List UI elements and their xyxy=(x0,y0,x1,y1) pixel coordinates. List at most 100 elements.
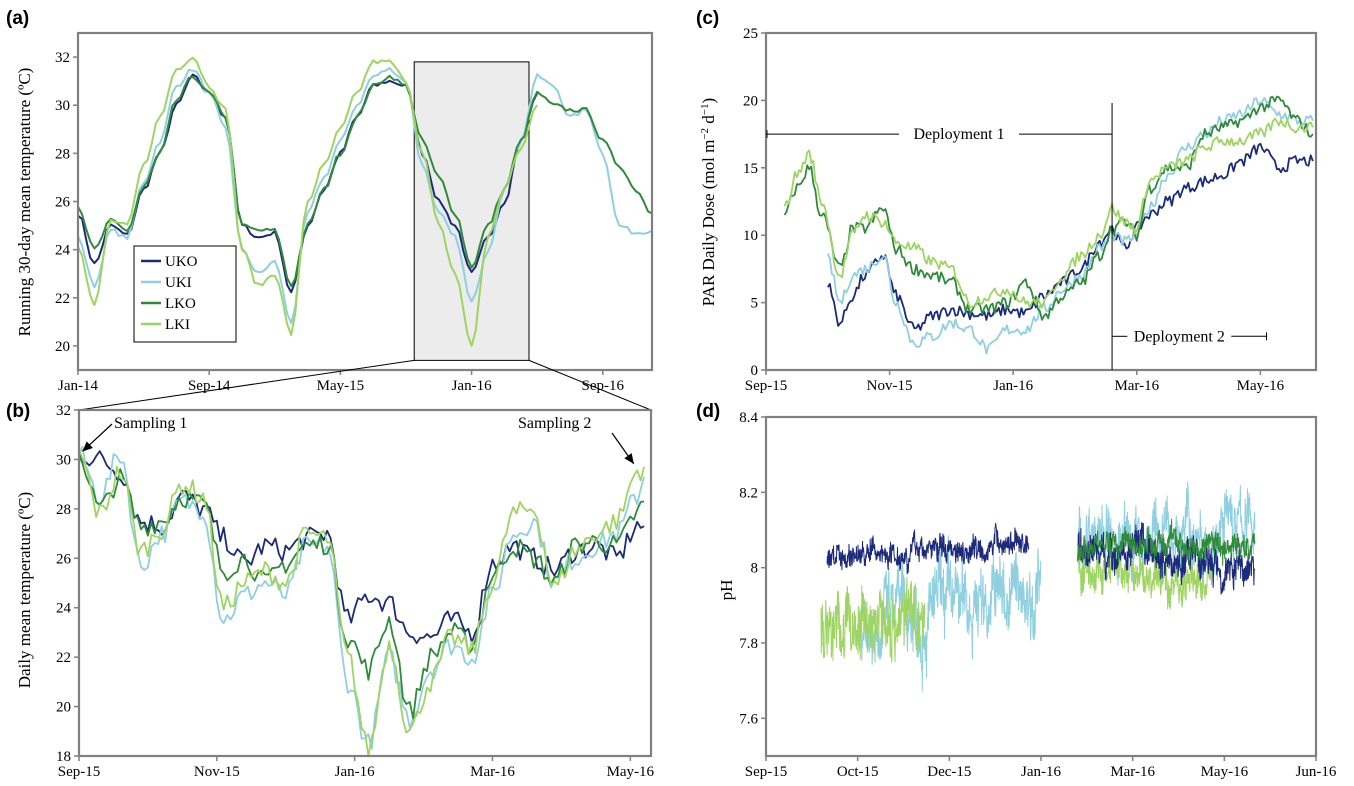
y-tick-label: 15 xyxy=(743,161,758,177)
y-tick-label: 8.2 xyxy=(739,485,758,501)
panel-a-y-ticks: 20 22 24 26 28 30 32 xyxy=(55,50,78,355)
x-tick-label: Jun-16 xyxy=(1296,764,1337,780)
y-tick-label: 20 xyxy=(56,700,71,716)
series-line-uki xyxy=(78,445,645,750)
x-tick-label: Mar-16 xyxy=(1110,764,1155,780)
panel-b-x-ticks: Sep-15 Nov-15 Jan-16 Mar-16 May-16 xyxy=(58,756,655,780)
panel-a-x-ticks: Jan-14 Sep-14 May-15 Jan-16 Sep-16 xyxy=(58,370,625,394)
panel-c-y-ticks: 0 5 10 15 20 25 xyxy=(743,26,766,379)
x-tick-label: Nov-15 xyxy=(194,764,240,780)
panel-c-plot-frame xyxy=(764,31,1318,372)
x-tick-label: Mar-16 xyxy=(470,764,515,780)
sampling-1-arrowhead xyxy=(82,441,93,452)
panel-d-y-axis-label: pH xyxy=(717,580,736,601)
series-trace-uko xyxy=(826,523,1030,575)
y-tick-label: 10 xyxy=(743,228,758,244)
y-tick-label: 30 xyxy=(56,452,71,468)
panel-b-label: (b) xyxy=(6,401,30,422)
series-line-lko xyxy=(783,95,1314,321)
x-tick-label: Sep-15 xyxy=(745,378,788,394)
x-tick-label: Dec-15 xyxy=(927,764,971,780)
panel-c-ylabel-part1: PAR Daily Dose (mol m xyxy=(699,140,718,307)
legend-label-uki: UKI xyxy=(165,275,192,291)
panel-c-ylabel-sup1: −2 xyxy=(699,128,711,140)
series-line-uki xyxy=(826,97,1314,355)
x-tick-label: May-15 xyxy=(317,378,365,394)
panel-a-label: (a) xyxy=(6,8,29,29)
panel-b: (b) 18 20 22 24 26 28 30 32 Sep-15 Nov-15 Jan-16 M… xyxy=(6,401,655,780)
y-tick-label: 32 xyxy=(56,403,71,419)
panel-c-ylabel-sup2: −1 xyxy=(699,103,711,115)
y-tick-label: 30 xyxy=(55,98,70,114)
x-tick-label: Sep-16 xyxy=(582,378,625,394)
y-tick-label: 0 xyxy=(751,363,759,379)
panel-c-ylabel-end: ) xyxy=(699,98,718,104)
panel-c: (c) 0 5 10 15 20 25 Sep-15 Nov-15 Jan-16 Mar-16 M… xyxy=(696,8,1318,394)
zoom-connector-right xyxy=(528,359,652,411)
x-tick-label: May-16 xyxy=(1237,378,1285,394)
panel-d-label: (d) xyxy=(696,401,720,422)
series-line-lki xyxy=(783,117,1314,309)
panel-c-label: (c) xyxy=(696,8,719,29)
series-trace-lko xyxy=(1077,518,1256,566)
x-tick-label: Sep-15 xyxy=(58,764,101,780)
y-tick-label: 24 xyxy=(56,601,72,617)
deployment-2-label: Deployment 2 xyxy=(1134,328,1225,345)
panel-b-plot-frame xyxy=(77,408,653,758)
y-tick-label: 28 xyxy=(56,502,71,518)
panel-d: (d) 7.6 7.8 8 8.2 8.4 Sep-15 Oct-15 Dec-15 Jan-… xyxy=(696,401,1337,780)
panel-b-y-axis-label: Daily mean temperature (ºC) xyxy=(15,492,34,688)
series-line-lki xyxy=(78,449,645,758)
series-trace-lki xyxy=(1077,545,1213,610)
series-line-lko xyxy=(78,455,645,720)
y-tick-label: 22 xyxy=(56,650,71,666)
panel-d-y-ticks: 7.6 7.8 8 8.2 8.4 xyxy=(739,410,766,727)
y-tick-label: 26 xyxy=(55,195,71,211)
x-tick-label: Oct-15 xyxy=(837,764,879,780)
legend-label-lki: LKI xyxy=(165,317,190,333)
x-tick-label: May-16 xyxy=(607,764,655,780)
y-tick-label: 25 xyxy=(743,26,758,42)
y-tick-label: 28 xyxy=(55,146,70,162)
x-tick-label: Jan-16 xyxy=(993,378,1033,394)
series-line-lko xyxy=(77,74,653,288)
panel-d-x-ticks: Sep-15 Oct-15 Dec-15 Jan-16 Mar-16 May-16 Jun-… xyxy=(745,756,1337,780)
series-line-uki xyxy=(77,67,653,325)
series-trace-lki xyxy=(820,577,926,663)
series-trace-uko xyxy=(1077,522,1256,595)
sampling-2-label: Sampling 2 xyxy=(518,415,591,432)
x-tick-label: Jan-16 xyxy=(335,764,375,780)
y-tick-label: 7.6 xyxy=(739,711,758,727)
panel-c-y-axis-label: PAR Daily Dose (mol m−2 d−1) xyxy=(699,98,718,306)
y-tick-label: 24 xyxy=(55,243,71,259)
x-tick-label: Sep-15 xyxy=(745,764,788,780)
y-tick-label: 8 xyxy=(751,561,759,577)
panel-b-y-ticks: 18 20 22 24 26 28 30 32 xyxy=(56,403,79,765)
series-line-uko xyxy=(78,450,645,645)
x-tick-label: Jan-16 xyxy=(452,378,492,394)
sampling-1-label: Sampling 1 xyxy=(114,415,187,432)
series-line-uko xyxy=(827,142,1314,331)
deployment-1-label: Deployment 1 xyxy=(913,126,1004,143)
series-line-lki xyxy=(77,56,539,347)
legend-label-lko: LKO xyxy=(165,296,196,312)
x-tick-label: Jan-16 xyxy=(1021,764,1061,780)
panel-b-series xyxy=(78,445,645,758)
panel-a-series xyxy=(77,56,653,347)
panel-c-ylabel-part2: d xyxy=(699,115,718,128)
panel-c-series xyxy=(783,95,1314,355)
y-tick-label: 7.8 xyxy=(739,636,758,652)
x-tick-label: Jan-14 xyxy=(58,378,98,394)
y-tick-label: 18 xyxy=(56,749,71,765)
series-trace-uki xyxy=(857,535,1042,692)
sampling-2-arrowhead xyxy=(624,453,634,464)
panel-a-highlight-box xyxy=(413,61,530,361)
y-tick-label: 32 xyxy=(55,50,70,66)
panel-d-series xyxy=(820,481,1256,692)
y-tick-label: 8.4 xyxy=(739,410,758,426)
y-tick-label: 20 xyxy=(743,93,758,109)
x-tick-label: Sep-14 xyxy=(188,378,231,394)
y-tick-label: 22 xyxy=(55,291,70,307)
